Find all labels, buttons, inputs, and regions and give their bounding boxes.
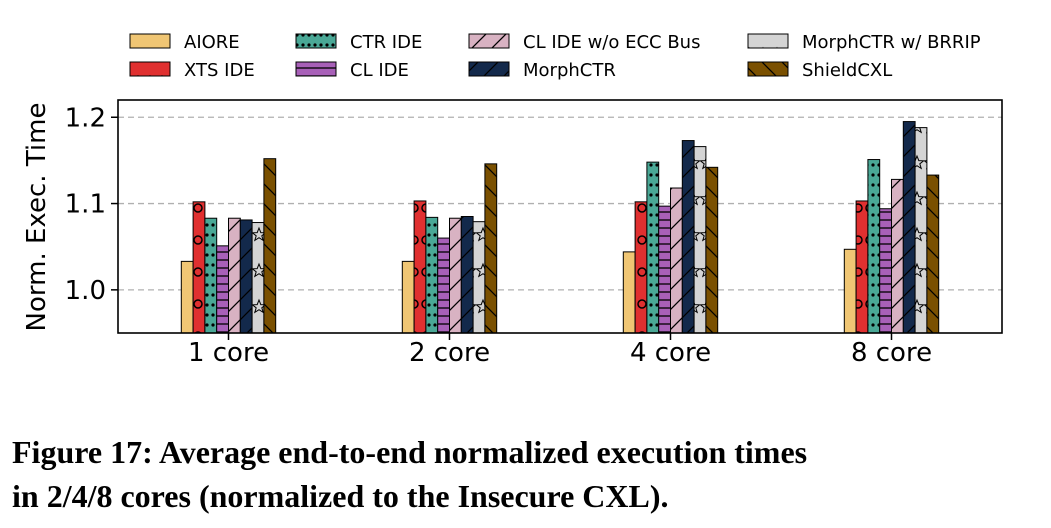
legend-label: AIORE [184, 32, 240, 53]
bar-morphctr-4-core [681, 140, 695, 333]
legend: AIORE XTS IDE CTR IDE CL IDE CL IDE w/o ECC … [129, 32, 981, 81]
bar-morphctr-w-brrip-2-core [472, 221, 486, 333]
bar-shieldcxl-4-core [705, 166, 719, 333]
bar-xts-ide-1-core [192, 201, 206, 333]
bar-cl-ide-4-core [658, 205, 672, 333]
legend-swatch [295, 61, 337, 77]
bar-cl-ide-w-o-ecc-bus-4-core [670, 187, 683, 333]
legend-swatch [747, 33, 789, 49]
legend-swatch [468, 61, 510, 77]
legend-swatch [129, 33, 171, 49]
bar-ctr-ide-1-core [204, 217, 218, 333]
bar-morphctr-2-core [460, 216, 474, 333]
bar-ctr-ide-2-core [425, 216, 439, 333]
gridlines [118, 116, 1002, 291]
bars [180, 121, 940, 333]
bar-aiore-2-core [401, 260, 415, 333]
bar-morphctr-w-brrip-4-core [693, 146, 707, 333]
bar-xts-ide-8-core [855, 200, 869, 333]
y-axis: 1.0 1.1 1.2 [65, 103, 118, 306]
bar-morphctr-1-core [239, 219, 253, 333]
y-tick-label: 1.1 [65, 190, 106, 220]
y-axis-label: Norm. Exec. Time [22, 103, 52, 332]
chart: AIORE XTS IDE CTR IDE CL IDE CL IDE w/o ECC … [22, 32, 1003, 368]
bar-shieldcxl-8-core [926, 174, 940, 333]
legend-swatch [468, 33, 510, 49]
x-tick-label: 8 core [851, 338, 932, 368]
legend-label: MorphCTR w/ BRRIP [802, 32, 981, 53]
bar-morphctr-8-core [902, 121, 916, 333]
legend-label: ShieldCXL [802, 60, 892, 81]
legend-label: CL IDE [350, 60, 409, 81]
bar-cl-ide-w-o-ecc-bus-1-core [228, 217, 241, 333]
bar-cl-ide-1-core [216, 245, 229, 333]
legend-label: CTR IDE [350, 32, 422, 53]
bar-xts-ide-2-core [413, 200, 427, 333]
legend-swatch [747, 61, 789, 77]
legend-label: CL IDE w/o ECC Bus [523, 32, 700, 53]
caption-line-1: Figure 17: Average end-to-end normalized… [12, 434, 808, 470]
x-tick-label: 1 core [188, 338, 269, 368]
bar-ctr-ide-4-core [646, 161, 660, 333]
x-tick-label: 4 core [630, 338, 711, 368]
bar-morphctr-w-brrip-1-core [251, 222, 265, 333]
caption-line-2: in 2/4/8 cores (normalized to the Insecu… [12, 478, 669, 514]
bar-aiore-8-core [843, 248, 857, 333]
y-tick-label: 1.2 [65, 103, 106, 133]
bar-xts-ide-4-core [634, 201, 648, 333]
figure-caption: Figure 17: Average end-to-end normalized… [12, 430, 1042, 518]
legend-label: MorphCTR [523, 60, 616, 81]
legend-label: XTS IDE [184, 60, 255, 81]
x-axis: 1 core 2 core 4 core 8 core [188, 333, 932, 368]
bar-morphctr-w-brrip-8-core [914, 127, 928, 333]
bar-shieldcxl-1-core [263, 158, 277, 333]
bar-aiore-4-core [622, 251, 636, 333]
bar-cl-ide-w-o-ecc-bus-8-core [891, 178, 904, 333]
x-tick-label: 2 core [409, 338, 490, 368]
bar-cl-ide-2-core [437, 237, 451, 333]
bar-ctr-ide-8-core [867, 159, 881, 333]
bar-shieldcxl-2-core [484, 163, 498, 333]
bar-cl-ide-8-core [879, 208, 893, 333]
bar-aiore-1-core [180, 260, 194, 333]
plot-frame [117, 99, 1003, 334]
y-tick-label: 1.0 [65, 276, 106, 306]
legend-swatch [295, 33, 337, 49]
legend-swatch [129, 61, 171, 77]
bar-cl-ide-w-o-ecc-bus-2-core [449, 217, 462, 333]
